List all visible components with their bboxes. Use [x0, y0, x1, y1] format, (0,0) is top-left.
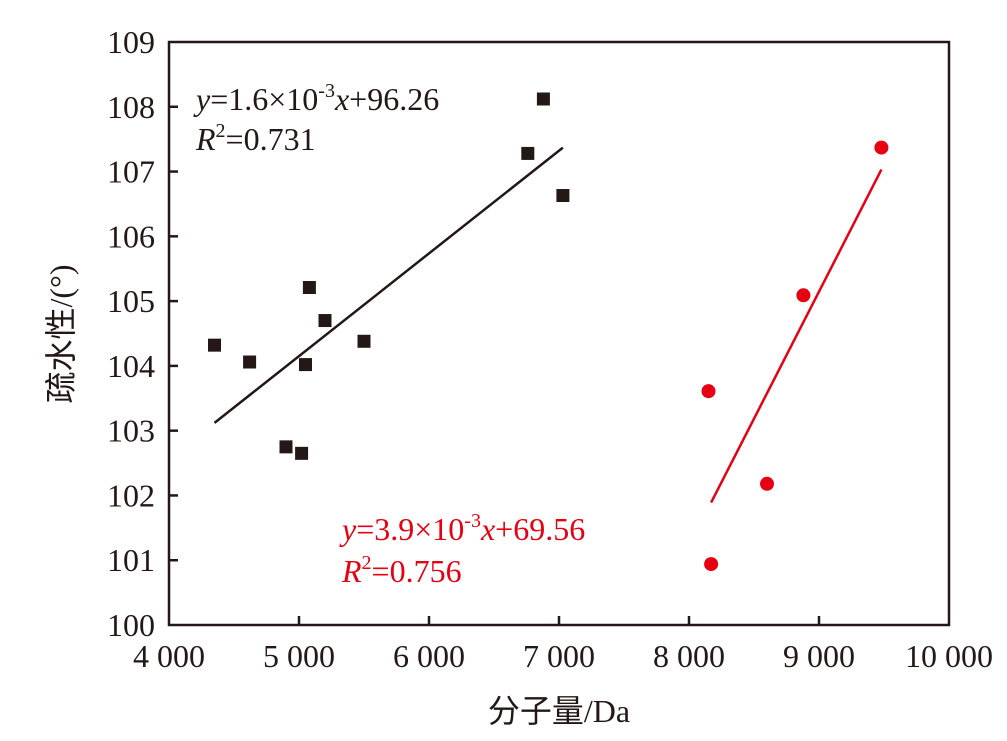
eq1-tail: +96.26 — [349, 81, 439, 117]
data-point-square — [521, 146, 535, 160]
eq2-tail: +69.56 — [495, 511, 585, 547]
x-tick-label: 6 000 — [393, 638, 465, 674]
eq2-y-var: y — [339, 511, 357, 547]
data-point-square — [243, 355, 257, 369]
y-tick-label: 109 — [107, 24, 155, 60]
x-tick-label: 7 000 — [523, 638, 595, 674]
x-axis-label: 分子量/Da — [488, 693, 630, 729]
y-tick-label: 105 — [107, 283, 155, 319]
r2-1-value: =0.731 — [226, 121, 316, 157]
y-tick-label: 100 — [107, 607, 155, 643]
data-point-square — [295, 446, 309, 460]
data-point-square — [302, 281, 316, 295]
data-point-square — [556, 189, 570, 203]
x-tick-label: 9 000 — [783, 638, 855, 674]
r2-annotation-1: R2=0.731 — [195, 120, 316, 157]
data-point-square — [299, 358, 312, 372]
r2-annotation-2: R2=0.756 — [341, 552, 462, 589]
y-tick-label: 101 — [107, 542, 155, 578]
fit-line-1 — [213, 146, 564, 424]
y-axis-label: 疏水性/(°) — [43, 264, 79, 403]
data-point-square — [279, 440, 293, 454]
eq2-x-var: x — [480, 511, 495, 547]
fit-lines — [213, 146, 883, 504]
x-tick-label: 10 000 — [905, 638, 993, 674]
data-point-circle — [760, 476, 774, 491]
data-point-circle — [701, 384, 716, 399]
equation-annotation-1: y=1.6×10-3x+96.26 — [193, 80, 439, 117]
y-tick-label: 108 — [107, 89, 155, 125]
data-point-square — [208, 338, 221, 352]
x-tick-label: 4 000 — [133, 638, 205, 674]
data-point-square — [536, 92, 550, 106]
y-tick-label: 106 — [107, 218, 155, 254]
y-tick-label: 107 — [107, 154, 155, 190]
data-points — [208, 92, 889, 572]
r2-2-var: R — [341, 553, 362, 589]
y-tick-label: 103 — [107, 413, 155, 449]
y-tick-label: 102 — [107, 477, 155, 513]
fit-line-2 — [709, 169, 883, 504]
x-tick-label: 8 000 — [653, 638, 725, 674]
y-tick-label: 104 — [107, 348, 155, 384]
data-point-square — [318, 314, 332, 328]
r2-2-value: =0.756 — [372, 553, 462, 589]
r2-1-var: R — [195, 121, 216, 157]
y-tick-labels: 100 101 102 103 104 105 106 107 108 109 — [107, 24, 155, 643]
x-tick-labels: 4 000 5 000 6 000 7 000 8 000 9 000 10 000 — [133, 638, 993, 674]
r2-2-exp: 2 — [362, 552, 372, 574]
x-tick-label: 5 000 — [263, 638, 335, 674]
eq2-exponent: -3 — [464, 510, 481, 532]
eq2-body: =3.9×10 — [356, 511, 464, 547]
axis-ticks — [169, 105, 821, 625]
data-point-circle — [704, 557, 719, 572]
equation-annotation-2: y=3.9×10-3x+69.56 — [339, 510, 585, 547]
eq1-y-var: y — [193, 81, 211, 117]
data-point-circle — [796, 288, 811, 303]
eq1-body: =1.6×10 — [210, 81, 318, 117]
r2-1-exp: 2 — [216, 120, 226, 142]
data-point-circle — [874, 140, 889, 155]
eq1-x-var: x — [334, 81, 349, 117]
data-point-square — [357, 334, 371, 348]
eq1-exponent: -3 — [318, 80, 335, 102]
